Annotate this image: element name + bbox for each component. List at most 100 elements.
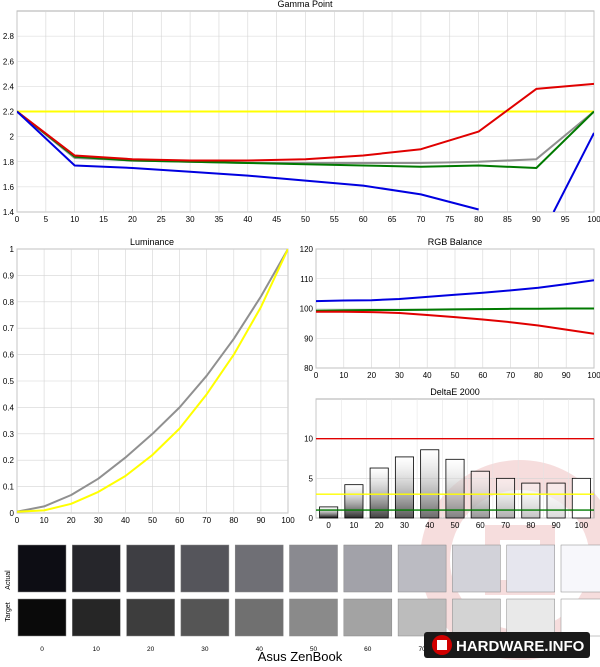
actual-swatch-20 <box>126 544 175 593</box>
rgb-x-tick-label: 30 <box>395 371 404 380</box>
luminance-x-tick-label: 70 <box>202 516 211 525</box>
gamma-x-tick-label: 45 <box>272 215 281 224</box>
rgb-x-tick-label: 80 <box>534 371 543 380</box>
luminance-x-tick-label: 90 <box>256 516 265 525</box>
rgb-x-tick-label: 40 <box>423 371 432 380</box>
luminance-series-line-0 <box>17 249 288 513</box>
luminance-series-line-1 <box>17 249 288 513</box>
luminance-chart: Luminance 0 10 20 30 40 50 60 70 80 90 100 0 0.1 0.2 0… <box>3 237 295 525</box>
actual-swatch-80 <box>452 544 501 593</box>
actual-label: Actual <box>5 570 12 590</box>
gamma-x-tick-label: 5 <box>44 215 49 224</box>
luminance-y-tick-label: 1 <box>10 245 15 254</box>
rgb-x-tick-label: 90 <box>562 371 571 380</box>
gamma-x-tick-label: 85 <box>503 215 512 224</box>
rgb-x-tick-label: 10 <box>339 371 348 380</box>
luminance-y-tick-label: 0.6 <box>3 351 15 360</box>
deltae-x-tick-label: 20 <box>375 521 384 530</box>
rgb-series-line-1 <box>316 307 594 312</box>
deltae-bar-90 <box>546 482 566 519</box>
gamma-x-tick-label: 0 <box>15 215 20 224</box>
rgb-balance-chart: RGB Balance 0 10 20 30 40 50 60 70 80 90 100 80 90 10… <box>300 237 600 380</box>
swatch-label-10: 10 <box>93 646 101 653</box>
target-swatch-60 <box>343 598 393 637</box>
swatch-label-30: 30 <box>201 646 209 653</box>
luminance-x-tick-label: 0 <box>15 516 20 525</box>
deltae-bar-30 <box>394 456 414 519</box>
gamma-x-tick-label: 50 <box>301 215 310 224</box>
gamma-y-tick-label: 2.2 <box>3 108 15 117</box>
rgb-series-line-2 <box>316 310 594 335</box>
grayscale-swatches: Actual Target 0 10 20 30 40 50 60 70 <box>5 544 600 653</box>
gamma-series-line-2 <box>17 110 594 169</box>
swatch-label-70: 70 <box>418 646 426 653</box>
rgb-x-tick-label: 70 <box>506 371 515 380</box>
luminance-x-tick-label: 20 <box>67 516 76 525</box>
deltae-bar-10 <box>344 484 364 519</box>
gamma-y-tick-label: 1.4 <box>3 208 15 217</box>
luminance-y-tick-label: 0.8 <box>3 298 15 307</box>
rgb-x-tick-label: 50 <box>451 371 460 380</box>
actual-swatch-10 <box>72 544 121 593</box>
target-label: Target <box>5 602 12 622</box>
target-swatch-90 <box>506 598 555 637</box>
rgb-x-tick-label: 60 <box>478 371 487 380</box>
gamma-title: Gamma Point <box>277 0 333 9</box>
rgb-y-tick-label: 110 <box>300 275 313 284</box>
luminance-x-tick-label: 80 <box>229 516 238 525</box>
rgb-y-tick-label: 100 <box>300 305 314 314</box>
gamma-point-chart: Gamma Point 0 5 10 15 20 25 30 35 40 45 50 55 60 65 70… <box>3 0 600 224</box>
target-swatch-20 <box>126 598 175 637</box>
target-swatch-70 <box>397 598 447 637</box>
deltae-bar-80 <box>521 482 541 519</box>
actual-swatch-30 <box>180 544 230 593</box>
rgb-x-tick-label: 20 <box>367 371 376 380</box>
gamma-x-tick-label: 90 <box>532 215 541 224</box>
target-swatch-10 <box>72 598 121 637</box>
actual-swatch-60 <box>343 544 393 593</box>
luminance-x-tick-label: 30 <box>94 516 103 525</box>
deltae-bar-40 <box>420 449 440 519</box>
luminance-y-tick-label: 0 <box>10 509 15 518</box>
swatch-label-0: 0 <box>40 646 44 653</box>
luminance-y-tick-label: 0.4 <box>3 403 15 412</box>
luminance-x-tick-label: 50 <box>148 516 157 525</box>
deltae-title: DeltaE 2000 <box>430 387 480 397</box>
deltae-bar-50 <box>445 458 465 519</box>
gamma-x-tick-label: 100 <box>587 215 600 224</box>
gamma-x-tick-label: 55 <box>330 215 339 224</box>
gamma-series-line-3 <box>17 82 594 162</box>
deltae-x-tick-label: 80 <box>526 521 535 530</box>
luminance-x-tick-label: 40 <box>121 516 130 525</box>
target-swatch-0 <box>17 598 67 637</box>
deltae-x-tick-label: 10 <box>349 521 358 530</box>
gamma-y-tick-label: 2.6 <box>3 57 15 66</box>
target-swatch-80 <box>452 598 501 637</box>
deltae-x-tick-label: 30 <box>400 521 409 530</box>
target-swatch-40 <box>234 598 284 637</box>
gamma-x-tick-label: 30 <box>186 215 195 224</box>
deltae-x-tick-label: 70 <box>501 521 510 530</box>
deltae-x-tick-label: 0 <box>326 521 331 530</box>
actual-swatch-90 <box>506 544 555 593</box>
gamma-x-tick-label: 60 <box>359 215 368 224</box>
deltae-bar-70 <box>496 477 516 519</box>
gamma-series-line-4 <box>17 110 479 211</box>
gamma-x-tick-label: 95 <box>561 215 570 224</box>
gamma-x-tick-label: 10 <box>70 215 79 224</box>
actual-swatch-100 <box>560 544 600 593</box>
gamma-x-tick-label: 40 <box>243 215 252 224</box>
luminance-x-tick-label: 10 <box>40 516 49 525</box>
deltae-y-tick-label: 0 <box>309 514 314 523</box>
gamma-x-tick-label: 65 <box>388 215 397 224</box>
gamma-y-tick-label: 2.8 <box>3 32 15 41</box>
rgb-x-tick-label: 100 <box>587 371 600 380</box>
rgb-y-tick-label: 90 <box>304 334 313 343</box>
luminance-y-tick-label: 0.1 <box>3 483 15 492</box>
luminance-x-tick-label: 60 <box>175 516 184 525</box>
luminance-y-tick-label: 0.2 <box>3 456 15 465</box>
gamma-y-tick-label: 1.6 <box>3 183 15 192</box>
gamma-series-line-5 <box>552 132 594 212</box>
gamma-x-tick-label: 35 <box>214 215 223 224</box>
